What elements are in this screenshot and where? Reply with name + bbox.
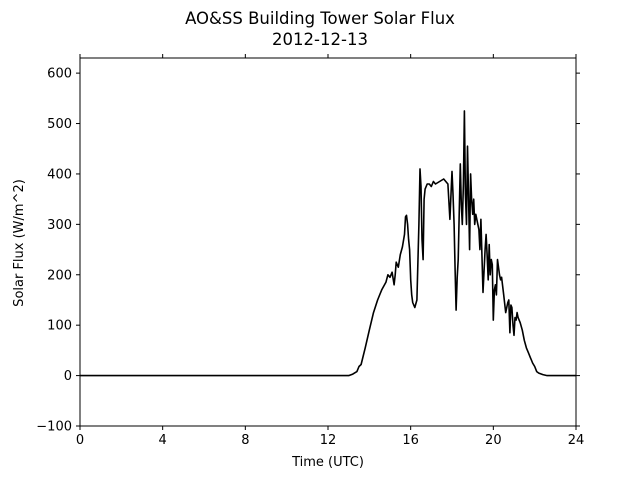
- y-tick-label: 0: [64, 369, 72, 384]
- chart-title: AO&SS Building Tower Solar Flux: [185, 9, 455, 28]
- plot-frame: [79, 57, 577, 427]
- y-tick-label: 600: [47, 67, 72, 82]
- data-lines: [80, 110, 576, 377]
- y-tick-label: 500: [47, 117, 72, 132]
- x-tick-label: 16: [402, 433, 419, 448]
- x-axis-label: Time (UTC): [291, 455, 364, 470]
- x-tick-label: 20: [485, 433, 502, 448]
- y-tick-label: 200: [47, 268, 72, 283]
- chart-subtitle: 2012-12-13: [272, 30, 368, 49]
- y-tick-label: −100: [36, 420, 72, 435]
- series-line: [80, 110, 576, 377]
- x-tick-label: 24: [568, 433, 585, 448]
- x-tick-label: 4: [159, 433, 167, 448]
- axis-ticks: 0 4 8 12 16 20 24 −100 0 100 200 300 400 500 600: [36, 54, 584, 448]
- y-tick-label: 400: [47, 167, 72, 182]
- y-tick-label: 100: [47, 319, 72, 334]
- x-tick-label: 12: [320, 433, 337, 448]
- x-tick-label: 0: [76, 433, 84, 448]
- y-tick-label: 300: [47, 218, 72, 233]
- x-tick-label: 8: [241, 433, 249, 448]
- y-axis-label: Solar Flux (W/m^2): [12, 179, 27, 307]
